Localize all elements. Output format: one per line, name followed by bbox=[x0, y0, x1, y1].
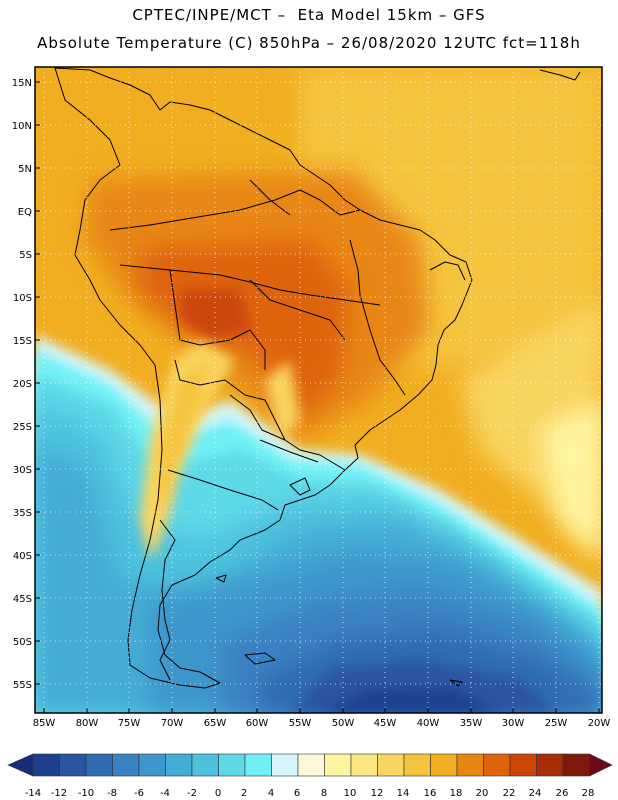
colorbar-tick-label: 10 bbox=[344, 788, 357, 799]
colorbar-tick-label: -6 bbox=[134, 788, 144, 799]
colorbar-swatch bbox=[297, 753, 325, 777]
lat-label: 50S bbox=[13, 637, 32, 648]
lat-labels: 15N 10N 5N EQ 5S 10S 15S 20S 25S 30S 35S… bbox=[12, 78, 32, 691]
lon-label: 80W bbox=[76, 718, 99, 729]
colorbar-tick-label: 24 bbox=[529, 788, 542, 799]
colorbar-swatch bbox=[85, 753, 113, 777]
lat-label: 35S bbox=[13, 508, 32, 519]
lon-label: 65W bbox=[204, 718, 227, 729]
lat-label: 10N bbox=[12, 121, 32, 132]
map-frame bbox=[34, 66, 603, 714]
lat-label: 5N bbox=[18, 164, 32, 175]
colorbar-tick-label: -8 bbox=[107, 788, 117, 799]
colorbar-tick-label: 16 bbox=[424, 788, 437, 799]
colorbar-tick-label: -14 bbox=[25, 788, 41, 799]
lon-label: 20W bbox=[588, 718, 611, 729]
colorbar-tick-label: 8 bbox=[321, 788, 327, 799]
colorbar-tick-label: 18 bbox=[450, 788, 463, 799]
colorbar-swatch bbox=[244, 753, 272, 777]
lon-label: 85W bbox=[33, 718, 56, 729]
colorbar-swatch bbox=[191, 753, 219, 777]
lon-label: 60W bbox=[246, 718, 269, 729]
lon-label: 40W bbox=[417, 718, 440, 729]
colorbar-tick-label: 0 bbox=[215, 788, 221, 799]
colorbar-swatch bbox=[271, 753, 299, 777]
lon-label: 25W bbox=[545, 718, 568, 729]
lon-label: 35W bbox=[460, 718, 483, 729]
colorbar-tick-label: -12 bbox=[51, 788, 67, 799]
lon-label: 55W bbox=[289, 718, 312, 729]
lat-label: 55S bbox=[13, 680, 32, 691]
colorbar-labels: -14 -12 -10 -8 -6 -4 -2 0 2 4 6 8 10 12 … bbox=[25, 788, 595, 799]
lat-label: 15N bbox=[12, 78, 32, 89]
colorbar-tick-label: 26 bbox=[556, 788, 569, 799]
colorbar-swatch bbox=[536, 753, 564, 777]
colorbar-tick-label: 4 bbox=[268, 788, 274, 799]
map-title-line2: Absolute Temperature (C) 850hPa – 26/08/… bbox=[37, 34, 581, 52]
colorbar-swatch bbox=[377, 753, 405, 777]
lat-label: 40S bbox=[13, 551, 32, 562]
lat-label: 20S bbox=[13, 379, 32, 390]
colorbar-swatch bbox=[403, 753, 431, 777]
colorbar-min-arrow bbox=[7, 753, 34, 777]
colorbar-tick-label: 28 bbox=[582, 788, 595, 799]
lon-ticks bbox=[43, 708, 600, 713]
colorbar-swatch bbox=[324, 753, 352, 777]
lat-label: 30S bbox=[13, 465, 32, 476]
lat-label: EQ bbox=[18, 207, 32, 218]
lat-ticks bbox=[35, 81, 40, 685]
colorbar-swatch bbox=[430, 753, 458, 777]
colorbar-swatch bbox=[350, 753, 378, 777]
colorbar-swatch bbox=[112, 753, 140, 777]
colorbar-swatch bbox=[456, 753, 484, 777]
colorbar-tick-label: 20 bbox=[476, 788, 489, 799]
colorbar-swatch bbox=[509, 753, 537, 777]
temperature-field bbox=[35, 67, 602, 713]
colorbar-swatch bbox=[59, 753, 87, 777]
colorbar-tick-label: 2 bbox=[241, 788, 247, 799]
colorbar-swatch bbox=[32, 753, 60, 777]
lat-label: 15S bbox=[13, 336, 32, 347]
lat-label: 25S bbox=[13, 422, 32, 433]
lat-label: 5S bbox=[19, 250, 32, 261]
lon-labels: 85W 80W 75W 70W 65W 60W 55W 50W 45W 40W … bbox=[33, 718, 611, 729]
colorbar-tick-label: 12 bbox=[371, 788, 384, 799]
colorbar-tick-label: 22 bbox=[503, 788, 516, 799]
colorbar-tick-label: 6 bbox=[294, 788, 300, 799]
colorbar-swatch bbox=[218, 753, 246, 777]
lon-label: 50W bbox=[332, 718, 355, 729]
colorbar-swatch bbox=[138, 753, 166, 777]
lon-label: 75W bbox=[118, 718, 141, 729]
colorbar-swatch bbox=[562, 753, 590, 777]
map-title-line1: CPTEC/INPE/MCT – Eta Model 15km – GFS bbox=[132, 6, 486, 24]
colorbar-tick-label: -10 bbox=[78, 788, 94, 799]
lon-label: 30W bbox=[502, 718, 525, 729]
colorbar-swatch bbox=[483, 753, 511, 777]
colorbar-tick-label: -4 bbox=[160, 788, 170, 799]
lon-label: 45W bbox=[374, 718, 397, 729]
colorbar-tick-label: -2 bbox=[187, 788, 197, 799]
lat-label: 45S bbox=[13, 594, 32, 605]
lat-label: 10S bbox=[13, 293, 32, 304]
colorbar bbox=[7, 753, 613, 777]
lon-label: 70W bbox=[161, 718, 184, 729]
colorbar-max-arrow bbox=[589, 753, 613, 777]
colorbar-swatch bbox=[165, 753, 193, 777]
colorbar-tick-label: 14 bbox=[397, 788, 410, 799]
